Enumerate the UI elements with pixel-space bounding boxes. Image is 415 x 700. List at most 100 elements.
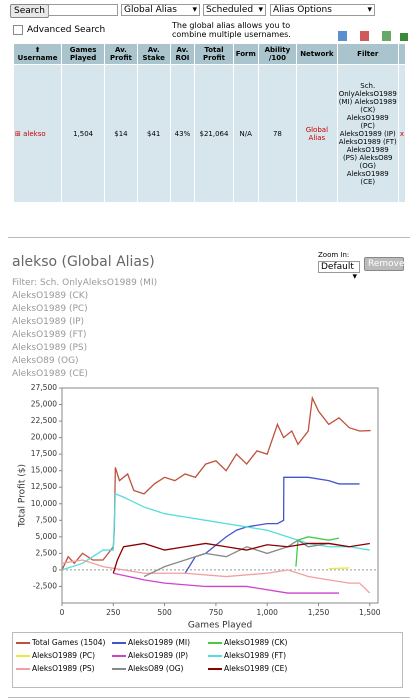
legend-swatch [112, 642, 126, 644]
x-tick-label: 1,250 [308, 608, 330, 617]
series-line [295, 536, 340, 567]
legend-swatch [112, 668, 126, 670]
filter-line: AleksO1989 (PC) [12, 304, 88, 314]
remove-button[interactable]: Remove [364, 257, 405, 271]
x-tick-label: 750 [209, 608, 224, 617]
legend-item: AleksO89 (OG) [112, 664, 208, 673]
icon[interactable] [400, 33, 408, 41]
filter-line: AleksO1989 (PS) [12, 343, 88, 353]
legend-swatch [208, 655, 222, 657]
x-tick-label: 500 [157, 608, 172, 617]
y-tick-label: 17,500 [31, 449, 57, 458]
legend-label: AleksO1989 (FT) [224, 651, 287, 660]
filter-line: AleksO1989 (FT) [12, 330, 87, 340]
cell: 1,504 [61, 64, 106, 203]
y-axis-label: Total Profit ($) [18, 464, 28, 528]
cell[interactable]: x [397, 64, 407, 203]
legend-label: AleksO1989 (MI) [128, 638, 190, 647]
series-line [143, 539, 350, 578]
column-header: Ability /100 [257, 43, 298, 65]
filter-item: Sch. OnlyAleksO1989 (MI) [338, 81, 397, 106]
column-header [397, 43, 407, 65]
x-tick-label: 250 [106, 608, 121, 617]
column-header: Total Profit [194, 43, 234, 65]
search-input[interactable] [48, 4, 118, 16]
cell: $21,064 [194, 64, 234, 203]
cell[interactable]: Global Alias [296, 64, 338, 203]
legend-item: AleksO1989 (PS) [16, 664, 112, 673]
x-tick-label: 0 [60, 608, 65, 617]
legend-label: AleksO89 (OG) [128, 664, 184, 673]
legend-item: Total Games (1504) [16, 638, 112, 647]
legend-swatch [208, 668, 222, 670]
legend-label: AleksO1989 (PS) [32, 664, 95, 673]
legend: Total Games (1504) AleksO1989 (MI) AleksO1… [12, 632, 403, 688]
series-line [113, 572, 340, 594]
divider [8, 237, 410, 238]
column-header: Games Played [61, 43, 106, 65]
y-tick-label: 2,500 [36, 548, 58, 557]
icon[interactable] [338, 31, 347, 41]
y-tick-label: 25,000 [31, 400, 57, 409]
legend-swatch [208, 642, 222, 644]
filter-list: Filter: Sch. OnlyAleksO1989 (MI) AleksO19… [12, 277, 157, 381]
legend-swatch [16, 655, 30, 657]
cell[interactable]: ⊞ alekso [12, 64, 63, 203]
y-tick-label: 20,000 [31, 433, 57, 442]
cell: $41 [136, 64, 171, 203]
options-select-text: Alias Options [273, 5, 332, 15]
zoom-select[interactable]: Default ▾ [318, 261, 360, 282]
advanced-checkbox[interactable] [13, 25, 23, 35]
legend-item: AleksO1989 (FT) [208, 651, 304, 660]
column-header: Network [296, 43, 338, 65]
results-table: ⬆ Username Games Played Av. Profit Av. Stak… [12, 43, 407, 203]
data-row: ⊞ alekso 1,504 $14 $41 43% $21,064 N/A 78 Global… [12, 64, 407, 203]
column-header: Av. Profit [104, 43, 138, 65]
series-line [112, 542, 370, 574]
icon[interactable] [360, 31, 369, 41]
options-select[interactable]: Alias Options ▾ [270, 4, 375, 16]
y-tick-label: 7,500 [36, 515, 58, 524]
filter-item: AleksO1989 (PC) [346, 113, 389, 130]
column-header: ⬆ Username [12, 43, 63, 65]
legend-swatch [16, 642, 30, 644]
filter-line: AleksO1989 (CE) [12, 369, 88, 379]
y-tick-label: -2,500 [33, 581, 57, 590]
y-tick-label: 10,000 [31, 499, 57, 508]
legend-label: AleksO1989 (CE) [224, 664, 288, 673]
y-tick-label: 0 [52, 565, 57, 574]
filter-item: AleksO1989 (CE) [346, 169, 389, 186]
search-button[interactable]: Search [10, 4, 49, 18]
x-tick-label: 1,500 [359, 608, 381, 617]
profile-title: alekso (Global Alias) [12, 254, 155, 270]
x-axis-label: Games Played [188, 621, 252, 631]
column-header: Av. Stake [136, 43, 171, 65]
filter-item: AleksO1989 (FT) [338, 137, 397, 146]
filter-item: AleksO1989 (CK) [354, 97, 397, 114]
column-header: Form [232, 43, 259, 65]
divider [8, 697, 410, 698]
cell: N/A [232, 64, 259, 203]
legend-item: AleksO1989 (PC) [16, 651, 112, 660]
legend-item: AleksO1989 (CE) [208, 664, 304, 673]
y-tick-label: 5,000 [36, 532, 58, 541]
zoom-select-text: Default [321, 262, 354, 272]
legend-label: AleksO1989 (CK) [224, 638, 288, 647]
alias-select-text: Global Alias [124, 5, 177, 15]
filter-line: AleksO1989 (IP) [12, 317, 85, 327]
legend-label: AleksO1989 (IP) [128, 651, 189, 660]
schedule-select[interactable]: Scheduled ▾ [203, 4, 266, 16]
legend-item: AleksO1989 (CK) [208, 638, 304, 647]
filter-cell: Sch. OnlyAleksO1989 (MI) AleksO1989 (CK)… [336, 64, 399, 203]
chart: -2,500 0 2,500 5,000 7,500 10,000 12,500 15,000… [18, 383, 381, 631]
alias-select[interactable]: Global Alias ▾ [121, 4, 200, 16]
icon[interactable] [382, 31, 391, 41]
cell: 43% [169, 64, 196, 203]
legend-label: AleksO1989 (PC) [32, 651, 96, 660]
y-tick-label: 15,000 [31, 466, 57, 475]
filter-line: Filter: Sch. OnlyAleksO1989 (MI) [12, 278, 158, 288]
series-line [61, 559, 371, 594]
legend-item: AleksO1989 (MI) [112, 638, 208, 647]
legend-swatch [16, 668, 30, 670]
